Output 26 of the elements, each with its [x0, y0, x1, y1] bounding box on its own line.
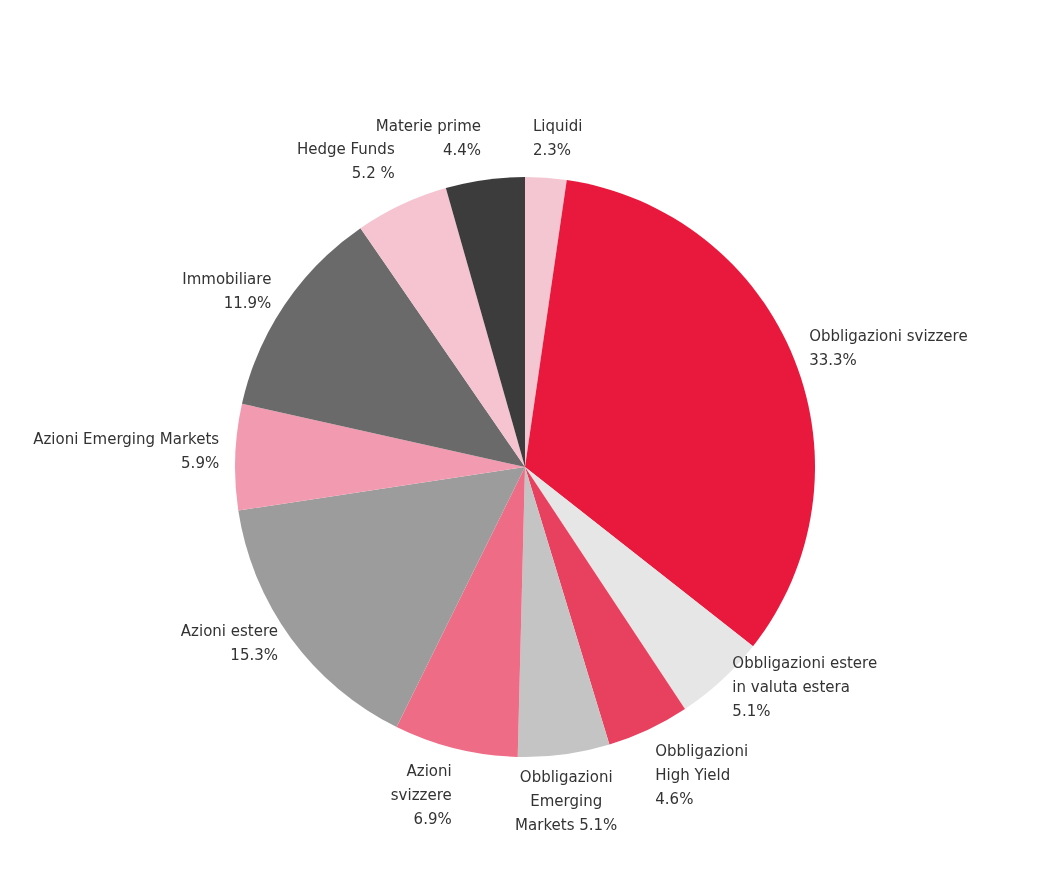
pie-slice — [235, 403, 525, 511]
slice-label: Hedge Funds — [296, 140, 395, 159]
slice-label: Materie prime — [375, 117, 482, 135]
data-label: 5.1% — [732, 702, 771, 721]
pie-slice — [445, 177, 525, 467]
data-label: 6.9% — [413, 810, 452, 829]
data-label: 5.2 % — [351, 164, 395, 183]
pie-slice — [525, 467, 685, 745]
data-label: 4.6% — [655, 789, 694, 808]
slice-label: Immobiliare — [182, 269, 272, 288]
slice-label: Azioni svizzere — [390, 762, 452, 805]
data-label: 5.9% — [181, 454, 220, 473]
slice-label: Obbligazioni svizzere — [809, 327, 968, 346]
data-label: 11.9% — [223, 293, 272, 312]
data-label: 33.3% — [809, 351, 857, 370]
pie-slice — [517, 467, 610, 757]
data-label: 2.3% — [533, 141, 572, 159]
slice-label: Obbligazioni estere in valuta estera — [732, 654, 878, 697]
slice-label: Obbligazioni Emerging Markets 5.1% — [515, 768, 618, 835]
slice-label: Obbligazioni High Yield — [655, 741, 749, 784]
slice-label: Azioni Emerging Markets — [33, 430, 220, 449]
slice-label: Azioni estere — [180, 621, 279, 640]
slice-label: Liquidi — [533, 117, 583, 135]
data-label: 15.3% — [230, 645, 279, 664]
data-label: 4.4% — [442, 141, 482, 159]
pie-slice — [396, 467, 525, 757]
